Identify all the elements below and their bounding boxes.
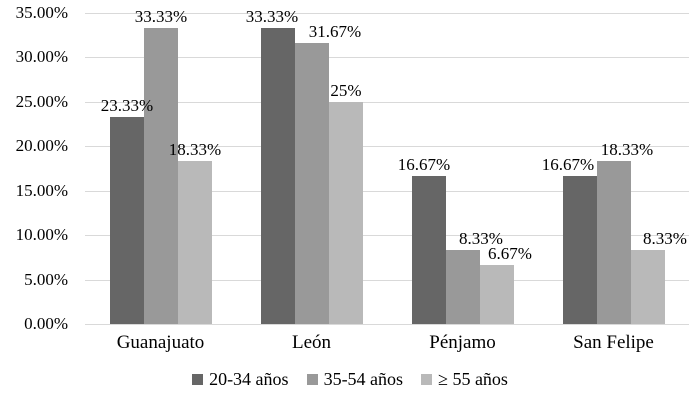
legend-swatch [421,374,433,385]
data-label: 23.33% [100,96,154,115]
gridline-25.00% [85,102,689,103]
bar [412,176,446,324]
y-axis-tick-label: 10.00% [15,225,68,244]
legend-item: 20-34 años [192,369,289,390]
bar [144,28,178,324]
y-axis-tick-label: 20.00% [15,136,68,155]
category-label: Pénjamo [429,332,496,353]
gridline-30.00% [85,57,689,58]
data-label: 8.33% [643,229,687,248]
y-axis-tick-label: 0.00% [24,314,68,333]
data-label: 33.33% [134,7,188,26]
data-label: 8.33% [459,229,503,248]
y-axis-tick-label: 35.00% [15,3,68,22]
y-axis-tick-label: 30.00% [15,47,68,66]
bar [563,176,597,324]
data-label: 18.33% [168,140,222,159]
category-label: Guanajuato [116,332,205,353]
data-label: 16.67% [541,155,595,174]
gridline-10.00% [85,235,689,236]
legend: 20-34 años 35-54 años ≥ 55 años [0,369,700,390]
gridline-35.00% [85,13,689,14]
gridline-15.00% [85,191,689,192]
bar [178,161,212,324]
legend-label: ≥ 55 años [438,369,508,389]
bar [631,250,665,324]
bar [480,265,514,324]
bar [261,28,295,324]
category-label: León [291,332,332,353]
bar [446,250,480,324]
legend-swatch [192,374,204,385]
bar [597,161,631,324]
legend-item: ≥ 55 años [421,369,508,390]
gridline-20.00% [85,146,689,147]
category-label: San Felipe [573,332,654,353]
legend-swatch [306,374,318,385]
bar [329,102,363,324]
legend-label: 35-54 años [323,369,404,389]
legend-item: 35-54 años [306,369,404,390]
y-axis-tick-label: 5.00% [24,270,68,289]
gridline-5.00% [85,280,689,281]
data-label: 18.33% [600,140,654,159]
y-axis-tick-label: 15.00% [15,181,68,200]
data-label: 31.67% [308,22,362,41]
gridline-0.00% [85,324,689,325]
data-label: 25% [330,81,362,100]
bar [295,43,329,324]
data-label: 16.67% [397,155,451,174]
legend-label: 20-34 años [209,369,289,389]
bar [110,117,144,324]
y-axis-tick-label: 25.00% [15,92,68,111]
data-label: 33.33% [245,7,299,26]
data-label: 6.67% [488,244,532,263]
